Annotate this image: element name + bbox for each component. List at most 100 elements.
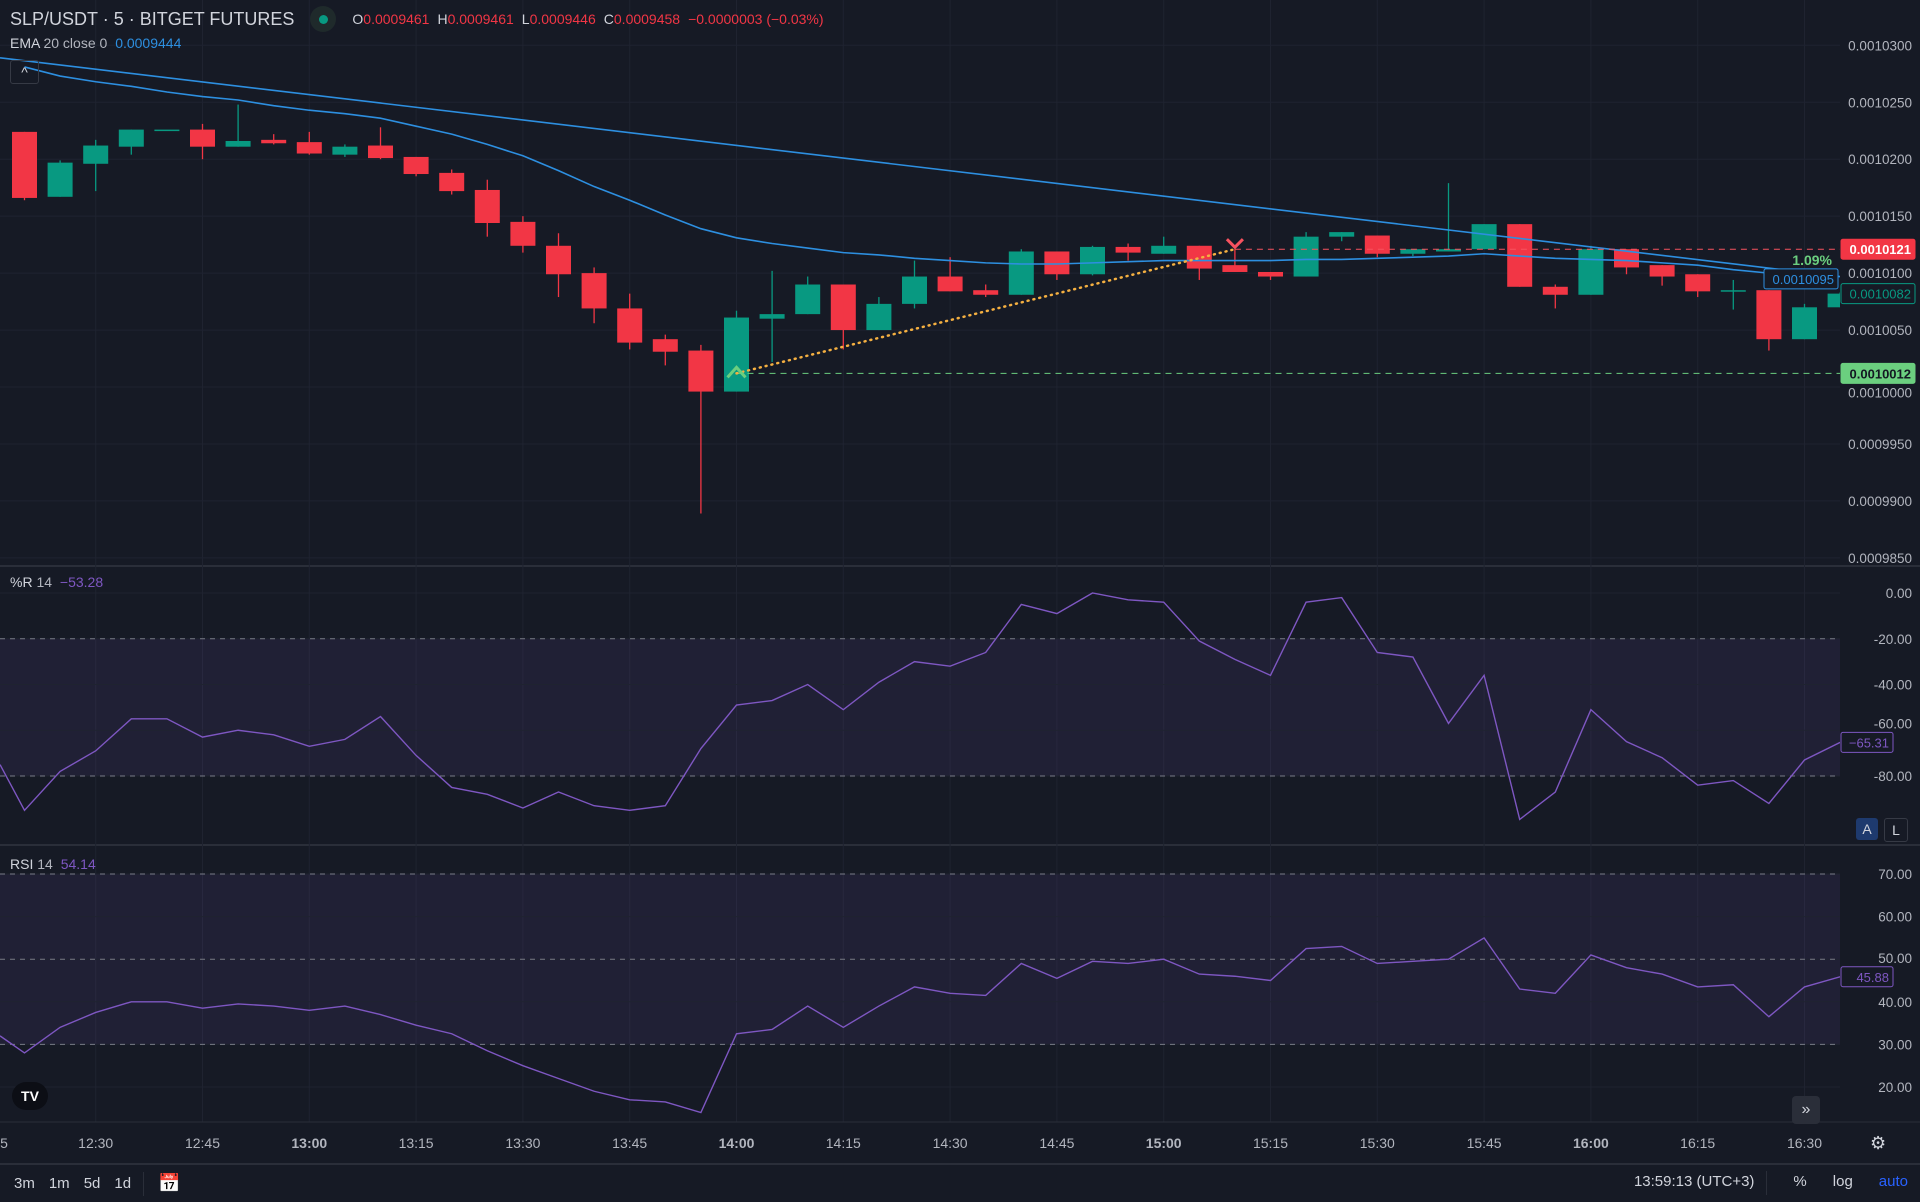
wr-value: −53.28 — [59, 574, 104, 590]
candle-body — [1649, 265, 1675, 277]
candle-body — [902, 276, 927, 304]
go-to-date-calendar-icon[interactable]: 📅 — [158, 1173, 181, 1193]
candle-body — [1044, 251, 1070, 275]
ema-name: EMA — [10, 35, 40, 51]
candle-body — [1258, 271, 1283, 277]
wr-value-tag — [1840, 731, 1894, 753]
collapse-legend-button[interactable]: ^ — [10, 60, 39, 84]
candle-body — [830, 284, 856, 331]
candle-body — [296, 142, 322, 154]
sell-arrow-down-icon — [1225, 238, 1244, 250]
lock-scale-button[interactable]: L — [1884, 818, 1908, 842]
wr-band-fill — [0, 638, 1840, 776]
candle-body — [403, 156, 429, 175]
rsi-axis-label: 20.00 — [1878, 1080, 1912, 1095]
price-tag-label: 0.0010082 — [1850, 287, 1911, 302]
candle-body — [474, 189, 500, 224]
candle-body — [225, 140, 251, 147]
candle-body — [1827, 293, 1840, 308]
market-status-indicator[interactable] — [310, 6, 337, 32]
symbol-title[interactable]: SLP/USDT · 5 · BITGET FUTURES — [10, 8, 295, 29]
price-axis-label: 0.0010100 — [1848, 266, 1912, 281]
rsi-value-tag — [1840, 966, 1894, 988]
candle-body — [1364, 235, 1390, 254]
low-label: L — [521, 11, 530, 27]
price-axis-label: 0.0009900 — [1848, 494, 1912, 509]
chevron-up-icon: ^ — [21, 64, 28, 80]
buy-arrow-up-icon — [726, 365, 747, 379]
wr-axis-label: -80.00 — [1874, 769, 1912, 784]
candle-body — [1186, 245, 1212, 269]
tradingview-logo[interactable]: TV — [12, 1082, 48, 1110]
candle-body — [190, 129, 215, 147]
price-axis-label: 0.0009850 — [1848, 551, 1912, 566]
candle-body — [1720, 290, 1746, 292]
rsi-value: 54.14 — [60, 856, 96, 872]
rsi-legend[interactable]: RSI 14 54.14 — [10, 856, 96, 872]
candle-body — [1329, 232, 1355, 237]
wr-name: %R — [10, 574, 33, 590]
candle-body — [1471, 224, 1497, 250]
time-axis-label: 13:00 — [291, 1135, 327, 1151]
wr-line — [0, 592, 1840, 821]
auto-scale-toggle[interactable]: auto — [1878, 1173, 1908, 1190]
divider — [143, 1171, 145, 1196]
time-axis-label: 14:30 — [933, 1135, 968, 1151]
time-axis-label: 12:30 — [78, 1135, 113, 1151]
symbol-header: SLP/USDT · 5 · BITGET FUTURES O0.0009461… — [10, 6, 824, 32]
auto-scale-button[interactable]: A — [1856, 818, 1878, 840]
time-axis-label: 16:00 — [1573, 1135, 1609, 1151]
measure-percent-label: 1.09% — [1792, 252, 1832, 268]
ema-params: 20 close 0 — [43, 35, 108, 51]
range-1m[interactable]: 1m — [48, 1175, 70, 1192]
clock-timezone[interactable]: 13:59:13 (UTC+3) — [1633, 1173, 1755, 1190]
candle-body — [937, 276, 963, 292]
divider — [1766, 1171, 1768, 1195]
candle-body — [154, 129, 180, 132]
scroll-forward-button[interactable]: » — [1792, 1096, 1820, 1124]
ohlc-values: O0.0009461 H0.0009461 L0.0009446 C0.0009… — [352, 11, 823, 27]
rsi-axis-label: 60.00 — [1878, 910, 1912, 925]
candle-body — [1436, 249, 1461, 252]
candle-body — [1293, 236, 1319, 277]
open-label: O — [352, 11, 364, 27]
candle-body — [47, 162, 73, 197]
candle-body — [973, 290, 999, 295]
settings-gear-icon[interactable]: ⚙ — [1870, 1133, 1887, 1153]
price-axis-label: 0.0010000 — [1848, 385, 1912, 400]
rsi-axis-label: 70.00 — [1878, 867, 1912, 882]
price-tag — [1763, 268, 1839, 290]
candle-body — [1115, 246, 1141, 253]
candle-body — [1578, 249, 1604, 295]
ema-value: 0.0009444 — [115, 35, 182, 51]
bottom-toolbar: 3m 1m 5d 1d 📅 13:59:13 (UTC+3) % log aut… — [0, 1163, 1920, 1202]
wr-axis-label: -60.00 — [1874, 716, 1912, 731]
williams-r-legend[interactable]: %R 14 −53.28 — [10, 574, 103, 590]
percent-scale-toggle[interactable]: % — [1793, 1173, 1807, 1190]
measure-dotted-line — [735, 247, 1237, 375]
range-5d[interactable]: 5d — [83, 1175, 101, 1192]
time-axis-label: 13:30 — [505, 1135, 540, 1151]
open-value: 0.0009461 — [363, 11, 430, 27]
candle-body — [1756, 290, 1782, 340]
time-axis-label: 16:30 — [1787, 1135, 1822, 1151]
time-axis-label: 13:45 — [612, 1135, 647, 1151]
change-value: −0.0000003 (−0.03%) — [688, 11, 824, 27]
range-1d[interactable]: 1d — [114, 1175, 132, 1192]
range-3m[interactable]: 3m — [14, 1175, 35, 1192]
price-axis-label: 0.0010200 — [1848, 152, 1912, 167]
high-label: H — [437, 11, 448, 27]
candle-body — [652, 339, 678, 352]
plot-area — [0, 57, 1840, 514]
rsi-axis-label: 30.00 — [1878, 1037, 1912, 1052]
price-axis-label: 0.0010150 — [1848, 209, 1912, 224]
time-axis-label: 14:00 — [719, 1135, 755, 1151]
price-axis-label: 0.0010050 — [1848, 323, 1912, 338]
price-tag — [1840, 362, 1916, 384]
log-scale-toggle[interactable]: log — [1832, 1173, 1853, 1190]
ema-legend[interactable]: EMA 20 close 0 0.0009444 — [10, 35, 181, 51]
price-tag — [1840, 238, 1916, 260]
time-axis-label: 15:30 — [1360, 1135, 1395, 1151]
candle-body — [688, 350, 714, 392]
